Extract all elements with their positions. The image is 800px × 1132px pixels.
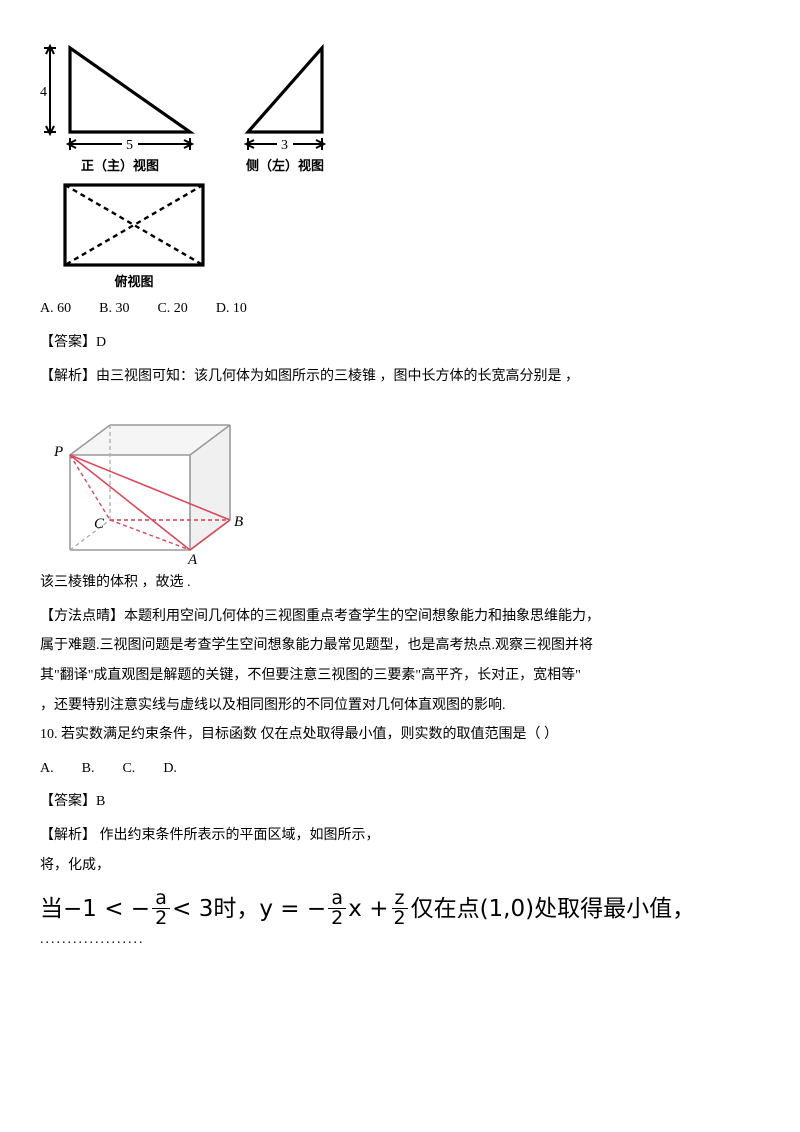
q9-method-4: ，还要特别注意实线与虚线以及相同图形的不同位置对几何体直观图的影响. [40, 696, 760, 716]
q10-answer: 【答案】B [40, 792, 760, 812]
top-view-caption: 俯视图 [114, 273, 153, 291]
expr-p4: 仅在点(1,0)处取得最小值， [411, 893, 696, 925]
label-b: B [234, 514, 243, 530]
q10-stem: 10. 若实数满足约束条件，目标函数 仅在点处取得最小值，则实数的取值范围是（ … [40, 725, 760, 745]
cuboid-figure: P C B A [40, 400, 760, 565]
side-view-svg: 3 [230, 40, 340, 155]
top-view-svg [59, 179, 209, 271]
q10-choice-c: C. [122, 759, 135, 779]
front-view: 4 5 正（主）视图 [40, 40, 200, 175]
q9-explain-intro: 【解析】由三视图可知：该几何体为如图所示的三棱锥 ，图中长方体的长宽高分别是 ， [40, 367, 760, 387]
label-a: A [187, 552, 198, 565]
q9-choices: A. 60 B. 30 C. 20 D. 10 [40, 299, 760, 319]
q10-explain-1: 【解析】 作出约束条件所表示的平面区域，如图所示， [40, 826, 760, 846]
q9-method-1: 【方法点晴】本题利用空间几何体的三视图重点考查学生的空间想象能力和抽象思维能力， [40, 607, 760, 627]
ellipsis-dots: ................... [40, 930, 760, 950]
front-width-label: 5 [126, 138, 133, 153]
side-view: 3 侧（左）视图 [230, 40, 340, 175]
front-view-svg: 4 5 [40, 40, 200, 155]
label-p: P [53, 444, 63, 460]
q9-explain-vol: 该三棱锥的体积 ，故选 . [40, 573, 760, 593]
choice-c: C. 20 [157, 299, 187, 319]
expr-frac-1: a 2 [152, 889, 170, 928]
top-view: 俯视图 [54, 179, 214, 291]
label-c: C [94, 516, 105, 532]
q10-choices: A. B. C. D. [40, 759, 760, 779]
q10-choice-d: D. [163, 759, 177, 779]
q9-method-2: 属于难题.三视图问题是考查学生空间想象能力最常见题型，也是高考热点.观察三视图并… [40, 636, 760, 656]
cuboid-svg: P C B A [40, 400, 250, 565]
q10-big-expression: 当−1 < − a 2 < 3时，y = − a 2 x + z 2 仅在点(1… [40, 889, 760, 928]
side-view-caption: 侧（左）视图 [246, 157, 324, 175]
expr-frac-3: z 2 [390, 889, 408, 928]
expr-p3: x + [348, 893, 388, 925]
q9-answer: 【答案】D [40, 333, 760, 353]
expr-frac-2: a 2 [328, 889, 346, 928]
front-view-caption: 正（主）视图 [81, 157, 159, 175]
views-top-row: 4 5 正（主）视图 [40, 40, 760, 175]
choice-a: A. 60 [40, 299, 71, 319]
choice-b: B. 30 [99, 299, 129, 319]
height-label: 4 [40, 85, 47, 100]
q9-method-3: 其"翻译"成直观图是解题的关键，不但要注意三视图的三要素"高平齐，长对正，宽相等… [40, 666, 760, 686]
q10-choice-b: B. [82, 759, 95, 779]
side-width-label: 3 [281, 138, 288, 153]
choice-d: D. 10 [216, 299, 247, 319]
q10-choice-a: A. [40, 759, 54, 779]
expr-p1: 当−1 < − [40, 893, 150, 925]
expr-p2: < 3时，y = − [172, 893, 326, 925]
q10-explain-2: 将，化成， [40, 856, 760, 876]
three-views-figure: 4 5 正（主）视图 [40, 40, 760, 291]
